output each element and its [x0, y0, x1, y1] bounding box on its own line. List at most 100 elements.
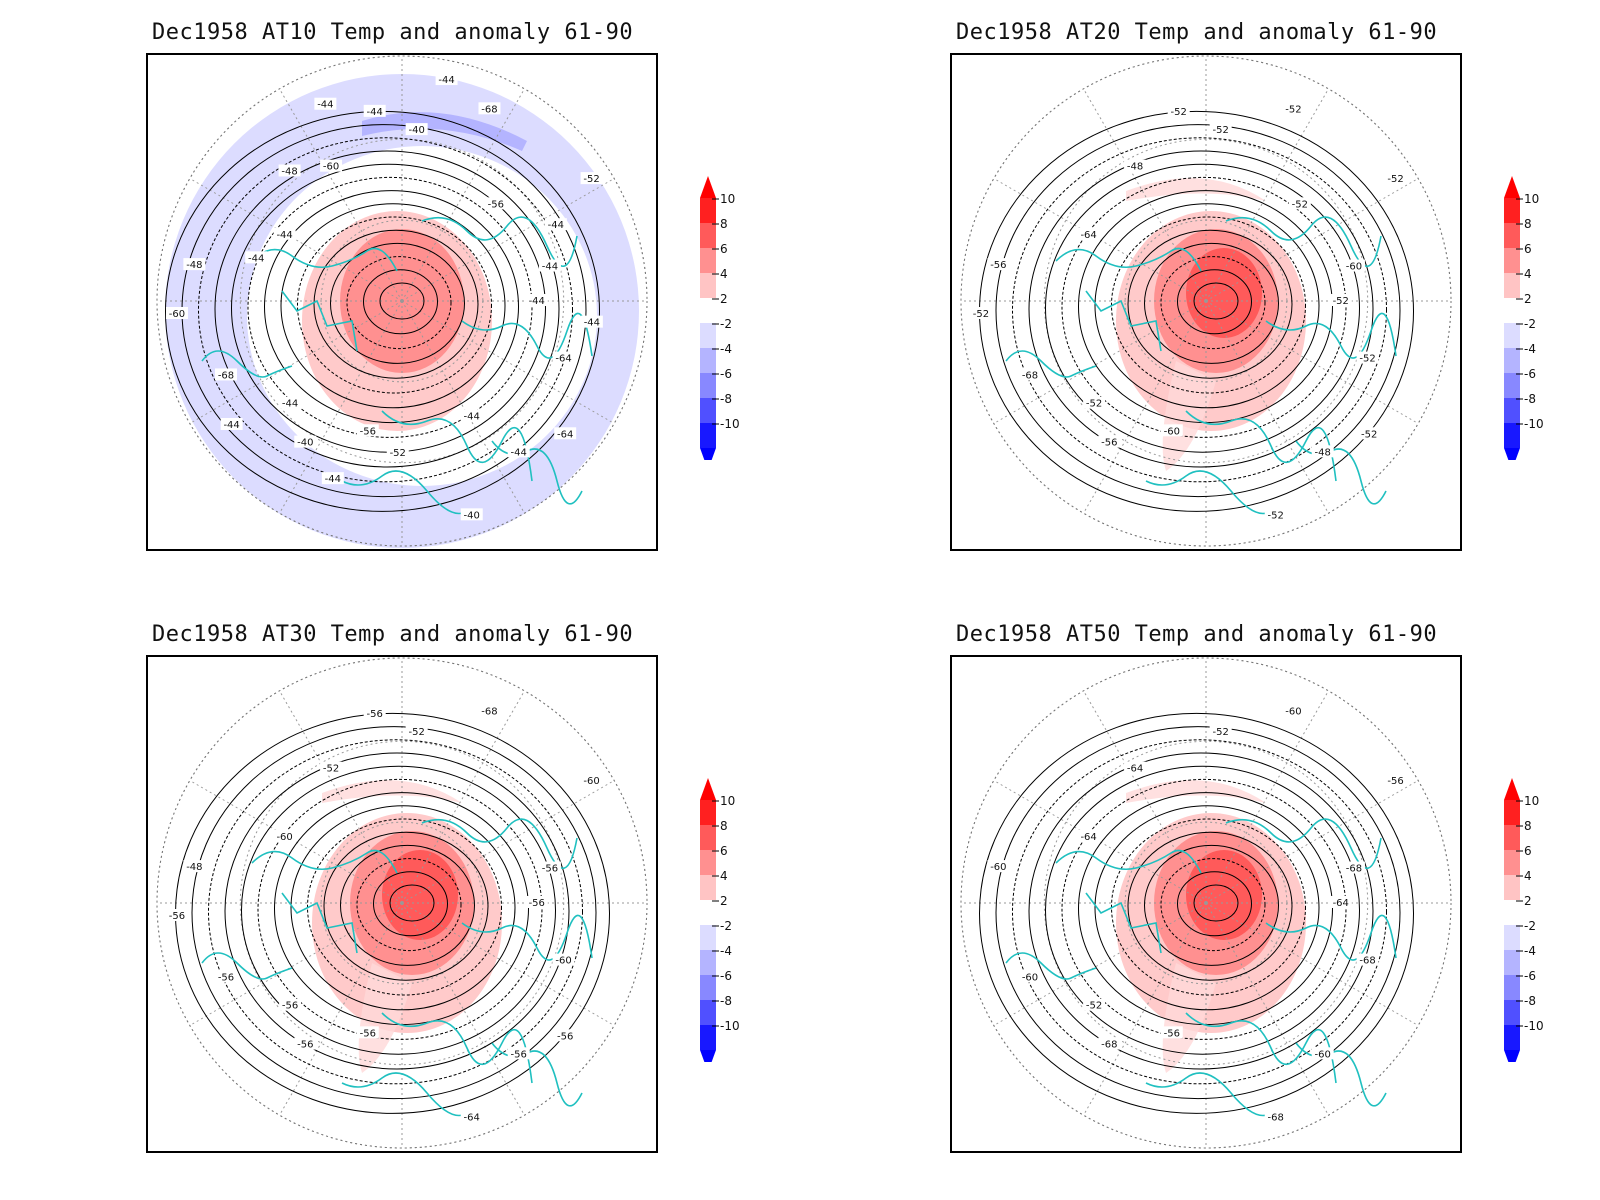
map-layer: -52 -52 -52 -48 -56 -52 -60 -48 -52 -68 -52 -52 -64 -…: [960, 55, 1452, 547]
contour-label-bg: [1098, 1037, 1121, 1050]
contour-label: -52: [973, 309, 989, 320]
colorbar-tick-label: 6: [1524, 242, 1532, 256]
colorbar-swatch: [1504, 825, 1520, 850]
temperature-contour: [208, 739, 583, 1085]
contour-label: -56: [557, 1031, 573, 1042]
colorbar-arrow-bottom: [1504, 1050, 1520, 1062]
temperature-contour: [995, 726, 1401, 1100]
temperature-contour: [214, 150, 560, 468]
temperature-contour: [1045, 163, 1360, 453]
contour-label: -60: [1346, 262, 1362, 273]
colorbar-tick-label: 2: [720, 292, 728, 306]
colorbar-swatch: [700, 800, 716, 825]
colorbar-arrow-top: [700, 176, 716, 198]
colorbar-swatch: [700, 298, 716, 323]
contour-label-bg: [478, 704, 501, 717]
contour-label: -56: [542, 864, 558, 875]
temperature-contour: [1177, 269, 1252, 335]
colorbar-tick-label: -4: [1524, 944, 1536, 958]
anomaly-patch: [358, 963, 412, 1073]
graticule-meridian: [189, 178, 403, 302]
contour-label-bg: [405, 123, 428, 136]
colorbar-tick-label: -10: [1524, 1019, 1544, 1033]
contour-label-bg: [294, 435, 317, 448]
contour-label: -56: [282, 1001, 298, 1012]
colorbar-swatch: [700, 850, 716, 875]
graticule-meridian: [1083, 690, 1207, 904]
coastline-segment: [1145, 1072, 1272, 1117]
contour-label: -68: [1268, 1112, 1284, 1123]
contour-label: -44: [464, 411, 480, 422]
coastline-segment: [381, 1012, 533, 1084]
colorbar-tick-label: 6: [720, 242, 728, 256]
coastline-segment: [1055, 247, 1202, 272]
graticule-meridian: [1205, 300, 1419, 424]
contour-label-bg: [1282, 704, 1305, 717]
contour-label: -40: [464, 510, 480, 521]
colorbar-tick-label: -4: [720, 944, 732, 958]
graticule-meridian: [279, 902, 403, 1116]
colorbar-swatch: [1504, 198, 1520, 223]
contour-label-bg: [552, 953, 575, 966]
contour-label-bg: [214, 970, 237, 983]
contour-label-bg: [1018, 970, 1041, 983]
temperature-contour: [323, 831, 489, 981]
contour-label-bg: [1083, 998, 1106, 1011]
colorbar: 10 8 6 4 2 -2 -4 -6 -8 -10: [1504, 176, 1544, 460]
contour-label: -52: [1333, 296, 1349, 307]
anomaly-patch: [1162, 963, 1216, 1073]
coastline-segment: [1145, 470, 1272, 515]
colorbar-tick-label: 10: [1524, 794, 1539, 808]
contour-label: -60: [323, 162, 339, 173]
contour-label-bg: [507, 445, 530, 458]
contour-label-bg: [1288, 197, 1311, 210]
graticule-meridian: [1205, 902, 1329, 1116]
contour-label: -60: [169, 309, 185, 320]
colorbar-tick-label: 8: [720, 819, 728, 833]
contour-label-bg: [1356, 351, 1379, 364]
contour-label: -44: [282, 399, 298, 410]
map-at50: -64 -52 -52 -60 -60 -56 -56 -64 -68 -60 -60 -68 -64 -…: [950, 655, 1462, 1153]
coastline-segment: [1005, 350, 1097, 378]
colorbar-tick-label: -2: [720, 317, 732, 331]
colorbar-swatch: [1504, 373, 1520, 398]
coastline-segment: [251, 849, 398, 874]
anomaly-patch: [362, 112, 527, 151]
contour-label: -60: [1022, 972, 1038, 983]
contour-label: -44: [529, 296, 545, 307]
colorbar-tick-label: -6: [720, 367, 732, 381]
contour-label: -48: [186, 862, 202, 873]
contour-label-bg: [1358, 427, 1381, 440]
colorbar-tick-label: 4: [1524, 869, 1532, 883]
graticule-meridian: [189, 902, 403, 1026]
map-at10: -44 -44 -40 -44 -48 -52 -56 -60 -64 -68 -68 -40 -44 -…: [146, 53, 658, 551]
contour-label: -52: [583, 174, 599, 185]
map-boundary: [960, 657, 1452, 1149]
contour-label-bg: [460, 508, 483, 521]
colorbar-tick-label: 8: [1524, 819, 1532, 833]
contour-label-bg: [1160, 1026, 1183, 1039]
colorbar-swatch: [1504, 348, 1520, 373]
colorbar-swatch: [700, 925, 716, 950]
contour-label: -64: [555, 354, 571, 365]
contour-label: -60: [990, 862, 1006, 873]
contour-label: -64: [557, 429, 573, 440]
coastline-segment: [341, 1072, 468, 1117]
temperature-contour: [280, 203, 506, 409]
contour-label-bg: [273, 227, 296, 240]
colorbar-swatch: [700, 323, 716, 348]
temperature-contour: [979, 712, 1414, 1114]
contour-label-bg: [435, 73, 458, 86]
contour-label-bg: [320, 159, 343, 172]
contour-label-bg: [1124, 159, 1147, 172]
graticule-meridian: [1083, 88, 1207, 302]
contour-label-bg: [460, 409, 483, 422]
contour-label: -56: [297, 1040, 313, 1051]
temperature-contour: [379, 282, 425, 320]
temperature-contour: [1193, 884, 1239, 922]
colorbar-swatch: [700, 875, 716, 900]
colorbar-tick-label: -2: [720, 919, 732, 933]
colorbar-swatch: [700, 825, 716, 850]
colorbar-swatch: [700, 1000, 716, 1025]
contour-label-bg: [554, 1029, 577, 1042]
